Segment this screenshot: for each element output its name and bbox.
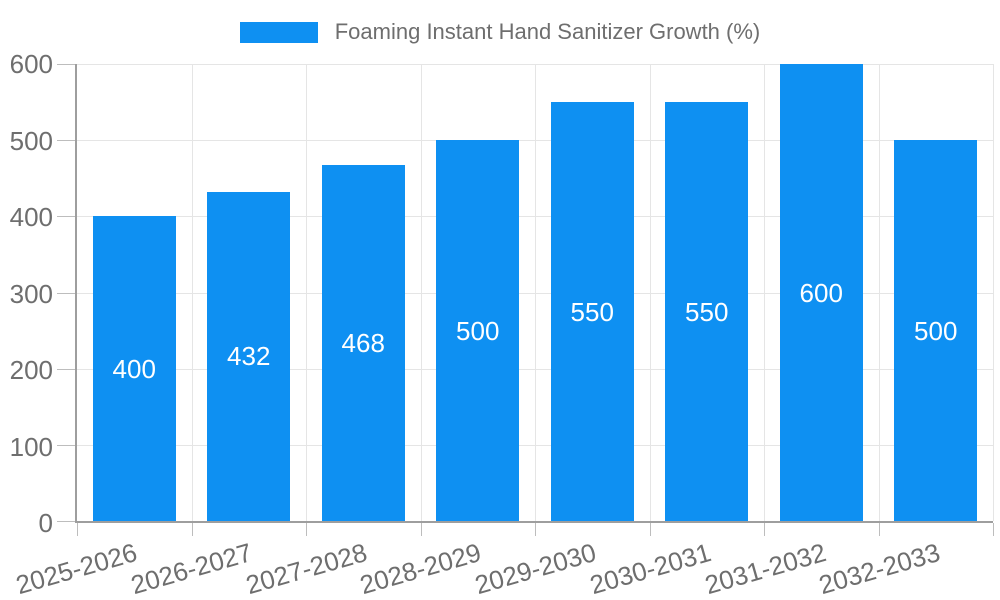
x-axis-tick xyxy=(535,523,536,536)
y-axis-tick xyxy=(57,140,75,142)
bar[interactable]: 500 xyxy=(894,140,978,521)
gridline-vertical xyxy=(306,64,307,521)
x-axis-tick xyxy=(649,523,651,536)
x-axis-tick xyxy=(993,523,994,536)
x-axis-tick xyxy=(191,523,193,536)
gridline-vertical xyxy=(420,64,422,521)
bar-value-label: 600 xyxy=(799,277,843,308)
y-tick-label: 200 xyxy=(9,355,53,385)
gridline-vertical xyxy=(535,64,536,521)
x-axis-tick xyxy=(878,523,880,536)
legend: Foaming Instant Hand Sanitizer Growth (%… xyxy=(0,18,1000,46)
bar-value-label: 550 xyxy=(685,296,729,327)
bar-value-label: 500 xyxy=(456,315,500,346)
bar-value-label: 550 xyxy=(570,296,614,327)
bar-value-label: 500 xyxy=(914,315,958,346)
legend-label[interactable]: Foaming Instant Hand Sanitizer Growth (%… xyxy=(334,19,761,44)
bar-value-label: 400 xyxy=(112,353,156,384)
bar[interactable]: 550 xyxy=(665,102,749,521)
x-tick-label: 2032-2033 xyxy=(815,537,944,600)
x-tick-label: 2025-2026 xyxy=(12,537,141,600)
x-tick-label: 2028-2029 xyxy=(356,537,485,600)
y-tick-label: 0 xyxy=(38,508,53,538)
legend-swatch[interactable] xyxy=(239,21,318,43)
y-axis-tick xyxy=(57,521,75,522)
y-tick-label: 300 xyxy=(9,278,53,309)
y-axis-labels: 0 100 200 300 400 500 600 xyxy=(0,51,53,536)
gridline-vertical xyxy=(993,64,994,521)
bar[interactable]: 468 xyxy=(321,164,405,521)
y-axis-tick xyxy=(57,368,75,370)
gridline-vertical xyxy=(649,64,651,521)
y-tick-label: 400 xyxy=(9,202,53,232)
bar[interactable]: 400 xyxy=(92,216,176,521)
x-tick-label: 2026-2027 xyxy=(127,537,256,600)
y-tick-label: 600 xyxy=(9,49,53,79)
gridline-vertical xyxy=(191,64,193,521)
x-axis-tick xyxy=(306,523,307,536)
x-axis-tick xyxy=(420,523,422,536)
x-axis-labels: 2025-2026 2026-2027 2027-2028 2028-2029 2029… xyxy=(13,537,993,600)
bar[interactable]: 432 xyxy=(207,191,291,521)
x-tick-label: 2031-2032 xyxy=(701,537,829,600)
gridline-vertical xyxy=(878,64,880,521)
x-axis-tick xyxy=(77,523,78,536)
bar[interactable]: 600 xyxy=(779,64,863,521)
y-tick-label: 100 xyxy=(9,431,53,462)
gridline-vertical xyxy=(764,64,765,521)
bar-value-label: 432 xyxy=(227,341,271,372)
x-tick-label: 2029-2030 xyxy=(471,537,600,600)
y-axis-tick xyxy=(57,64,75,65)
bar[interactable]: 550 xyxy=(550,102,634,521)
x-tick-label: 2030-2031 xyxy=(586,537,715,600)
y-axis-tick xyxy=(57,216,75,218)
y-axis-tick xyxy=(57,444,75,446)
x-axis-tick xyxy=(764,523,765,536)
y-axis-tick xyxy=(57,292,75,294)
bar[interactable]: 500 xyxy=(436,140,520,521)
y-tick-label: 500 xyxy=(9,125,53,156)
plot-area: 400 432 468 500 550 550 600 500 xyxy=(57,64,994,536)
bar-value-label: 468 xyxy=(341,327,385,358)
x-tick-label: 2027-2028 xyxy=(242,537,370,600)
